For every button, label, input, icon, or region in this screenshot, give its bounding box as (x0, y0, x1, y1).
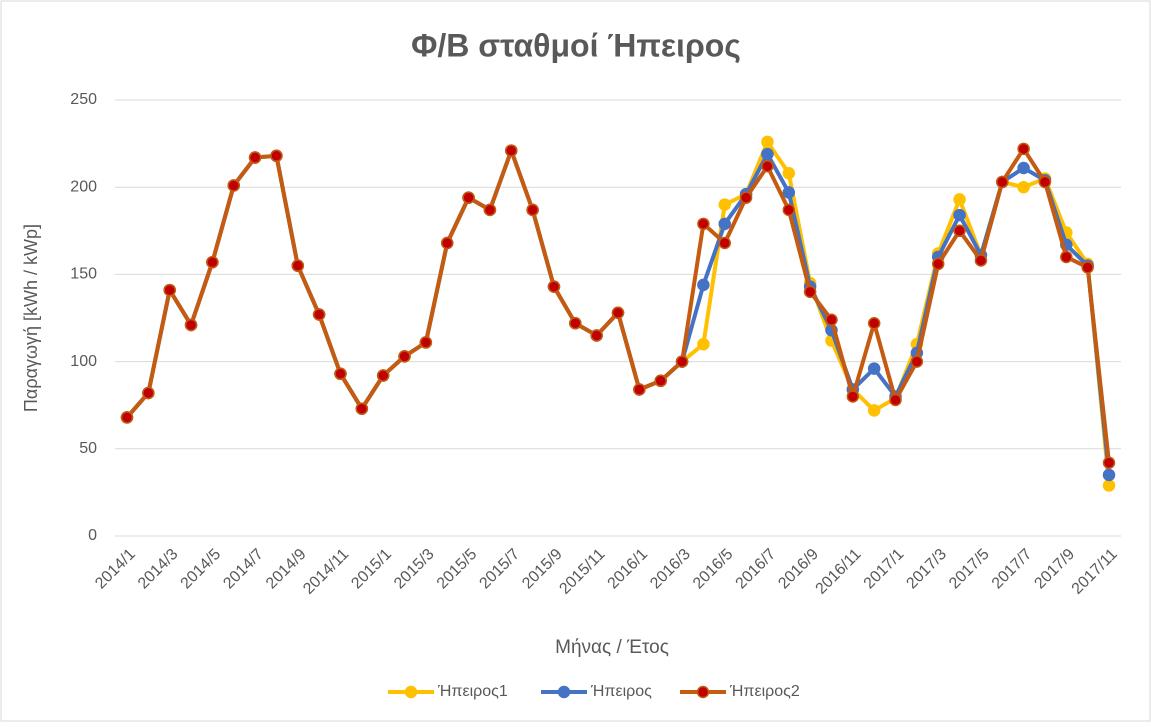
marker (697, 278, 710, 292)
marker (867, 404, 881, 417)
legend-label: Ήπειρος (590, 683, 652, 700)
marker (312, 308, 326, 321)
marker (931, 257, 945, 271)
marker (1017, 161, 1030, 175)
marker (889, 393, 902, 407)
marker (718, 198, 731, 211)
marker (440, 236, 454, 250)
marker (633, 383, 646, 396)
legend-item: Ήπειρος2 (680, 683, 800, 700)
marker (1017, 180, 1030, 194)
marker (419, 336, 433, 349)
marker (697, 337, 710, 351)
marker (910, 355, 924, 368)
y-tick-label: 150 (70, 266, 97, 283)
marker (1102, 479, 1116, 492)
marker (355, 402, 369, 415)
marker (974, 254, 988, 267)
marker (483, 203, 497, 217)
marker (697, 217, 710, 231)
marker (163, 283, 176, 297)
marker (782, 186, 796, 199)
legend-marker (404, 685, 418, 699)
marker (718, 217, 731, 231)
legend-marker (557, 685, 571, 699)
marker (248, 151, 262, 164)
marker (782, 203, 796, 217)
marker (1102, 468, 1116, 482)
marker (867, 362, 881, 375)
legend-item: Ήπειρος (541, 683, 652, 700)
marker (675, 355, 689, 368)
marker (590, 329, 603, 342)
marker (1017, 142, 1030, 156)
marker (782, 166, 796, 180)
marker (1038, 175, 1052, 189)
marker (184, 318, 198, 332)
marker (761, 147, 774, 161)
y-tick-label: 250 (70, 91, 97, 108)
series (120, 142, 1116, 470)
marker (803, 285, 817, 299)
marker (761, 135, 774, 149)
marker (206, 255, 219, 269)
marker (376, 369, 390, 382)
marker (953, 193, 966, 206)
marker (547, 280, 561, 293)
y-tick-label: 100 (70, 353, 97, 370)
marker (526, 203, 539, 217)
marker (1081, 261, 1094, 274)
chart-title: Φ/Β σταθμοί Ήπειρος (411, 27, 741, 63)
legend-item: Ήπειρος1 (388, 683, 508, 700)
marker (718, 236, 731, 250)
marker (1060, 250, 1073, 264)
marker (569, 316, 582, 330)
marker (334, 367, 347, 381)
y-tick-label: 0 (88, 527, 97, 544)
marker (227, 179, 240, 192)
marker (462, 191, 475, 204)
y-tick-label: 200 (70, 178, 97, 195)
marker (398, 350, 411, 363)
marker (867, 316, 881, 330)
marker (1102, 456, 1116, 470)
marker (291, 259, 305, 272)
marker (953, 224, 966, 238)
legend-label: Ήπειρος2 (729, 683, 800, 700)
marker (270, 149, 283, 163)
marker (654, 374, 667, 388)
marker (120, 411, 134, 424)
marker (996, 175, 1009, 189)
legend-label: Ήπειρος1 (437, 683, 508, 700)
marker (142, 386, 155, 400)
legend-marker (696, 685, 710, 699)
marker (761, 160, 774, 173)
marker (825, 313, 838, 326)
y-tick-label: 50 (79, 440, 97, 457)
marker (953, 208, 966, 222)
marker (611, 306, 625, 320)
x-axis-label: Μήνας / Έτος (555, 637, 669, 658)
marker (846, 390, 860, 403)
marker (505, 144, 518, 157)
y-axis-label: Παραγωγή [kWh / kWp] (21, 224, 41, 412)
marker (739, 191, 753, 204)
